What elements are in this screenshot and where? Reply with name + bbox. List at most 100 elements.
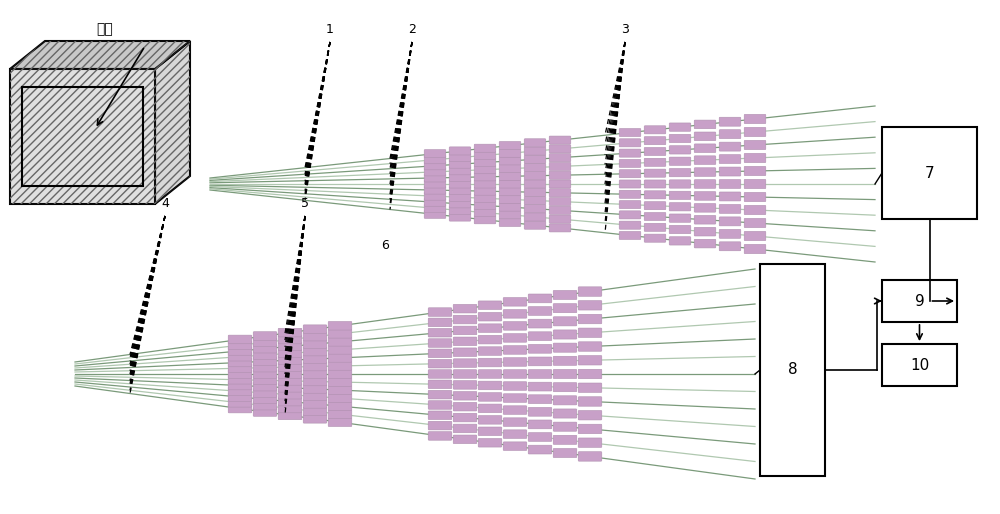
FancyBboxPatch shape — [619, 180, 641, 188]
FancyBboxPatch shape — [453, 424, 477, 433]
FancyBboxPatch shape — [278, 328, 302, 337]
FancyBboxPatch shape — [694, 192, 716, 200]
FancyBboxPatch shape — [228, 358, 252, 367]
FancyBboxPatch shape — [528, 382, 552, 391]
FancyBboxPatch shape — [669, 157, 691, 166]
FancyBboxPatch shape — [528, 357, 552, 366]
FancyBboxPatch shape — [694, 240, 716, 248]
FancyBboxPatch shape — [428, 421, 452, 430]
FancyBboxPatch shape — [644, 191, 666, 199]
FancyBboxPatch shape — [619, 170, 641, 178]
FancyBboxPatch shape — [424, 186, 446, 194]
FancyBboxPatch shape — [578, 301, 602, 310]
FancyBboxPatch shape — [328, 386, 352, 394]
FancyBboxPatch shape — [303, 340, 327, 348]
FancyBboxPatch shape — [428, 318, 452, 327]
FancyBboxPatch shape — [669, 225, 691, 234]
FancyBboxPatch shape — [228, 393, 252, 401]
FancyBboxPatch shape — [553, 330, 577, 339]
FancyBboxPatch shape — [499, 195, 521, 204]
Bar — [760, 264, 825, 476]
FancyBboxPatch shape — [499, 203, 521, 211]
FancyBboxPatch shape — [644, 126, 666, 134]
FancyBboxPatch shape — [694, 156, 716, 164]
FancyBboxPatch shape — [303, 370, 327, 378]
Text: 4: 4 — [161, 197, 169, 210]
FancyBboxPatch shape — [549, 206, 571, 214]
FancyBboxPatch shape — [278, 404, 302, 413]
FancyBboxPatch shape — [228, 353, 252, 361]
Text: 3: 3 — [621, 23, 629, 36]
FancyBboxPatch shape — [478, 415, 502, 424]
FancyBboxPatch shape — [744, 231, 766, 241]
FancyBboxPatch shape — [719, 117, 741, 126]
FancyBboxPatch shape — [449, 193, 471, 201]
FancyBboxPatch shape — [478, 324, 502, 333]
FancyBboxPatch shape — [253, 332, 277, 340]
FancyBboxPatch shape — [499, 157, 521, 165]
FancyBboxPatch shape — [524, 213, 546, 221]
FancyBboxPatch shape — [278, 335, 302, 344]
FancyBboxPatch shape — [303, 347, 327, 356]
FancyBboxPatch shape — [499, 172, 521, 180]
FancyBboxPatch shape — [228, 346, 252, 355]
FancyBboxPatch shape — [449, 173, 471, 181]
FancyBboxPatch shape — [253, 370, 277, 378]
FancyBboxPatch shape — [694, 180, 716, 188]
FancyBboxPatch shape — [524, 221, 546, 229]
FancyBboxPatch shape — [719, 142, 741, 151]
FancyBboxPatch shape — [619, 221, 641, 229]
FancyBboxPatch shape — [619, 200, 641, 209]
FancyBboxPatch shape — [744, 127, 766, 137]
FancyBboxPatch shape — [453, 304, 477, 313]
FancyBboxPatch shape — [528, 319, 552, 328]
FancyBboxPatch shape — [549, 145, 571, 153]
FancyBboxPatch shape — [328, 410, 352, 418]
FancyBboxPatch shape — [503, 309, 527, 318]
FancyBboxPatch shape — [528, 420, 552, 429]
Text: 10: 10 — [910, 358, 929, 373]
FancyBboxPatch shape — [744, 167, 766, 176]
FancyBboxPatch shape — [474, 158, 496, 167]
FancyBboxPatch shape — [503, 322, 527, 330]
FancyBboxPatch shape — [644, 212, 666, 221]
FancyBboxPatch shape — [478, 381, 502, 390]
FancyBboxPatch shape — [303, 407, 327, 416]
FancyBboxPatch shape — [669, 180, 691, 188]
FancyBboxPatch shape — [669, 214, 691, 222]
FancyBboxPatch shape — [449, 213, 471, 221]
FancyBboxPatch shape — [453, 413, 477, 422]
FancyBboxPatch shape — [669, 191, 691, 199]
FancyBboxPatch shape — [228, 387, 252, 396]
FancyBboxPatch shape — [499, 141, 521, 150]
FancyBboxPatch shape — [303, 325, 327, 334]
FancyBboxPatch shape — [228, 381, 252, 390]
FancyBboxPatch shape — [303, 399, 327, 408]
FancyBboxPatch shape — [478, 393, 502, 401]
FancyBboxPatch shape — [744, 153, 766, 162]
FancyBboxPatch shape — [478, 347, 502, 355]
Polygon shape — [10, 69, 155, 204]
FancyBboxPatch shape — [253, 408, 277, 416]
FancyBboxPatch shape — [549, 136, 571, 144]
FancyBboxPatch shape — [644, 158, 666, 167]
FancyBboxPatch shape — [694, 227, 716, 236]
FancyBboxPatch shape — [578, 342, 602, 351]
FancyBboxPatch shape — [328, 394, 352, 402]
FancyBboxPatch shape — [253, 363, 277, 372]
FancyBboxPatch shape — [328, 338, 352, 346]
FancyBboxPatch shape — [619, 128, 641, 137]
FancyBboxPatch shape — [328, 418, 352, 427]
Polygon shape — [155, 41, 190, 204]
Text: 7: 7 — [925, 166, 934, 180]
Text: 9: 9 — [915, 293, 924, 308]
FancyBboxPatch shape — [524, 172, 546, 180]
FancyBboxPatch shape — [503, 442, 527, 450]
FancyBboxPatch shape — [499, 164, 521, 173]
FancyBboxPatch shape — [453, 337, 477, 345]
FancyBboxPatch shape — [424, 192, 446, 200]
FancyBboxPatch shape — [478, 404, 502, 413]
FancyBboxPatch shape — [719, 205, 741, 213]
FancyBboxPatch shape — [474, 201, 496, 210]
FancyBboxPatch shape — [453, 348, 477, 357]
